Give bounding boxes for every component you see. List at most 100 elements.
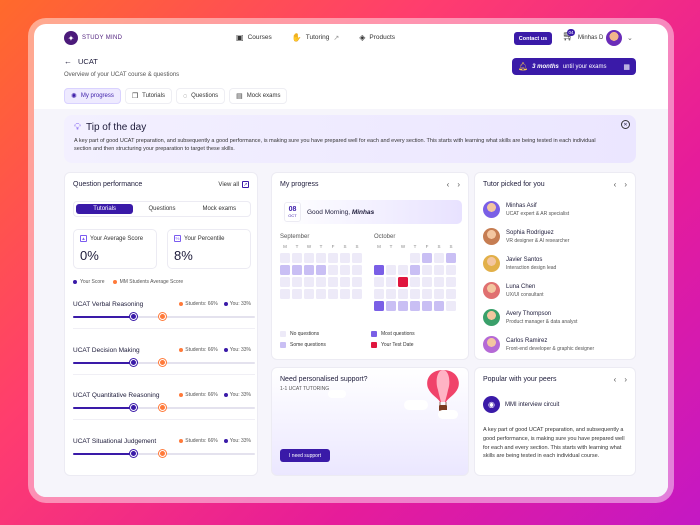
tutor-item[interactable]: Javier Santos Interaction design lead [483, 255, 556, 272]
calendar-day[interactable] [328, 265, 338, 275]
chevron-left-icon[interactable]: ‹ [613, 180, 617, 189]
calendar-day[interactable] [316, 265, 326, 275]
calendar-day[interactable] [374, 265, 384, 275]
back-arrow-icon[interactable]: ← [64, 57, 72, 66]
calendar-day[interactable] [340, 289, 350, 299]
calendar-day[interactable] [340, 265, 350, 275]
calendar-day[interactable] [446, 253, 456, 263]
calendar-day[interactable] [352, 289, 362, 299]
nav-tutoring[interactable]: ✋ Tutoring ↗ [292, 33, 339, 42]
user-name[interactable]: Minhas D [578, 35, 604, 41]
nav-courses[interactable]: ▣ Courses [236, 33, 272, 42]
need-support-button[interactable]: I need support [280, 449, 330, 462]
calendar-day[interactable] [386, 289, 396, 299]
calendar-day[interactable] [386, 265, 396, 275]
chevron-right-icon[interactable]: › [457, 180, 460, 189]
subject-row[interactable]: UCAT Situational Judgement Students: 66% Y… [73, 438, 255, 457]
calendar-icon[interactable]: ▦ [623, 63, 630, 71]
calendar-day[interactable] [304, 277, 314, 287]
calendar-day[interactable] [446, 265, 456, 275]
calendar-day[interactable] [292, 289, 302, 299]
calendar-day[interactable] [328, 253, 338, 263]
calendar-day[interactable] [434, 289, 444, 299]
calendar-day[interactable] [304, 265, 314, 275]
calendar-day[interactable] [398, 265, 408, 275]
contact-us-button[interactable]: Contact us [514, 32, 552, 45]
test-date-cell[interactable] [398, 277, 408, 287]
calendar-day[interactable] [398, 289, 408, 299]
nav-products[interactable]: ◈ Products [359, 33, 395, 42]
calendar-day[interactable] [398, 301, 408, 311]
calendar-day[interactable] [410, 289, 420, 299]
cart-icon[interactable]: 🛒︎ [562, 31, 575, 42]
calendar-day[interactable] [352, 265, 362, 275]
subject-row[interactable]: UCAT Decision Making Students: 66% You: 33… [73, 347, 255, 375]
calendar-day[interactable] [434, 265, 444, 275]
user-avatar[interactable] [606, 30, 622, 46]
popular-item[interactable]: ◉ MMI interview circuit [483, 396, 559, 413]
calendar-day[interactable] [446, 289, 456, 299]
calendar-day[interactable] [280, 289, 290, 299]
logo[interactable]: ✦ STUDY MIND [64, 31, 122, 45]
calendar-day[interactable] [352, 253, 362, 263]
calendar-day[interactable] [280, 253, 290, 263]
tutor-item[interactable]: Luna Chen UX/UI consultant [483, 282, 544, 299]
segment-tutorials[interactable]: Tutorials [76, 204, 134, 214]
calendar-day[interactable] [386, 277, 396, 287]
subject-row[interactable]: UCAT Verbal Reasoning Students: 66% You: 3… [73, 301, 255, 329]
calendar-day[interactable] [446, 301, 456, 311]
calendar-day[interactable] [446, 277, 456, 287]
tab-my-progress[interactable]: ✺ My progress [64, 88, 121, 104]
calendar-day[interactable] [374, 277, 384, 287]
chevron-left-icon[interactable]: ‹ [446, 180, 450, 189]
subject-row[interactable]: UCAT Quantitative Reasoning Students: 66%… [73, 392, 255, 420]
calendar-day[interactable] [434, 301, 444, 311]
exam-countdown-banner[interactable]: 🔔︎ 3 months until your exams ▦ [512, 58, 636, 75]
chevron-left-icon[interactable]: ‹ [613, 375, 617, 384]
segment-questions[interactable]: Questions [148, 206, 176, 212]
calendar-day[interactable] [422, 265, 432, 275]
chevron-right-icon[interactable]: › [624, 375, 627, 384]
calendar-day[interactable] [422, 289, 432, 299]
calendar-day[interactable] [316, 289, 326, 299]
calendar-day[interactable] [422, 277, 432, 287]
calendar-day[interactable] [410, 277, 420, 287]
tutor-item[interactable]: Sophia Rodriguez VR designer & AI researc… [483, 228, 569, 245]
calendar-day[interactable] [410, 301, 420, 311]
calendar-day[interactable] [280, 265, 290, 275]
calendar-day[interactable] [292, 277, 302, 287]
calendar-day[interactable] [328, 277, 338, 287]
calendar-day[interactable] [304, 289, 314, 299]
calendar-day[interactable] [374, 301, 384, 311]
calendar-day[interactable] [292, 253, 302, 263]
calendar-day[interactable] [316, 253, 326, 263]
tab-tutorials[interactable]: ❒ Tutorials [124, 88, 172, 104]
calendar-day[interactable] [422, 253, 432, 263]
calendar-day[interactable] [316, 277, 326, 287]
tab-questions[interactable]: ◌ Questions [175, 88, 226, 104]
calendar-day[interactable] [434, 253, 444, 263]
chevron-right-icon[interactable]: › [624, 180, 627, 189]
calendar-day[interactable] [340, 277, 350, 287]
close-icon[interactable]: ✕ [621, 120, 630, 129]
view-all-link[interactable]: View all ↗ [218, 181, 249, 188]
tutor-item[interactable]: Avery Thompson Product manager & data ana… [483, 309, 577, 326]
segment-mock-exams[interactable]: Mock exams [202, 206, 237, 212]
chevron-down-icon[interactable]: ⌄ [627, 35, 633, 42]
calendar-day[interactable] [352, 277, 362, 287]
calendar-day[interactable] [292, 265, 302, 275]
calendar-day[interactable] [386, 301, 396, 311]
calendar-day[interactable] [340, 253, 350, 263]
tutor-item[interactable]: Minhas Asif UCAT expert & AR specialist [483, 201, 569, 218]
calendar-day[interactable] [304, 253, 314, 263]
tab-mock-exams[interactable]: ▤ Mock exams [229, 88, 288, 104]
tutor-item[interactable]: Carlos Ramirez Front-end developer & grap… [483, 336, 594, 353]
percent-icon: % [174, 235, 181, 242]
calendar-day[interactable] [328, 289, 338, 299]
calendar-day[interactable] [422, 301, 432, 311]
calendar-day[interactable] [434, 277, 444, 287]
calendar-day[interactable] [280, 277, 290, 287]
calendar-day[interactable] [374, 289, 384, 299]
calendar-day[interactable] [410, 253, 420, 263]
calendar-day[interactable] [410, 265, 420, 275]
